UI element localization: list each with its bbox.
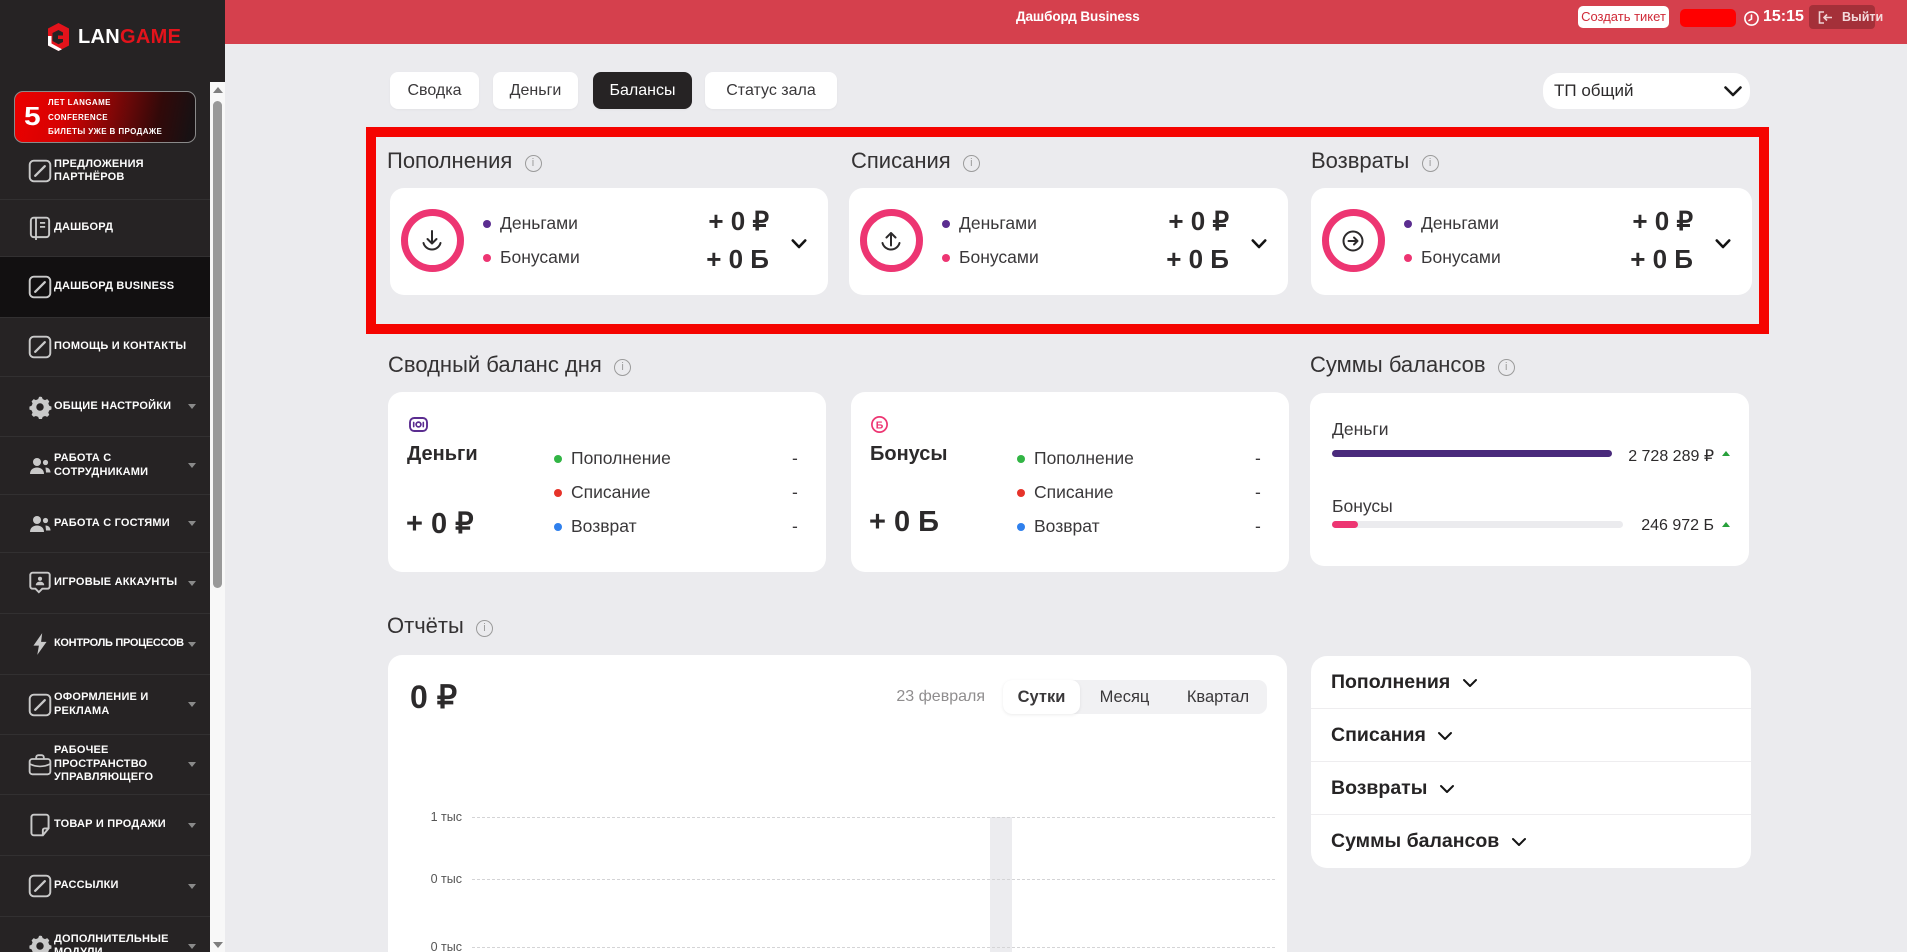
svg-text:Б: Б xyxy=(876,420,884,432)
